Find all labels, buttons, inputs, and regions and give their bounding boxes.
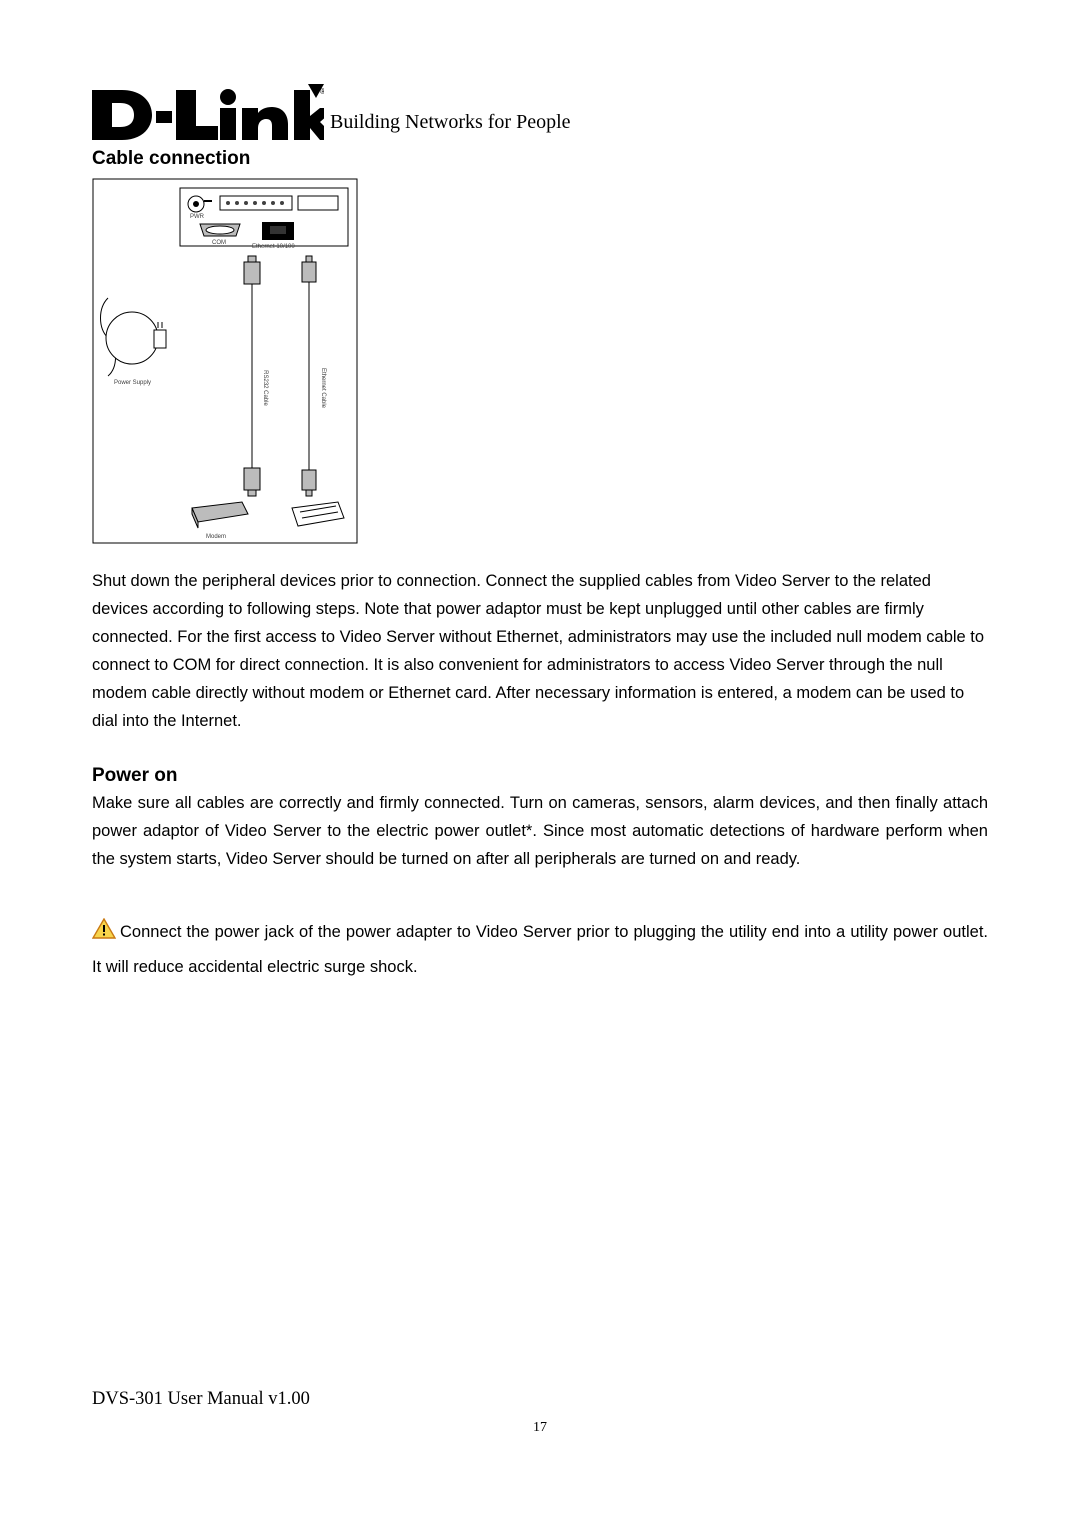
svg-text:RS232 Cable: RS232 Cable xyxy=(262,370,268,406)
svg-text:Modem: Modem xyxy=(206,534,226,540)
footer-left: DVS-301 User Manual v1.00 xyxy=(92,1389,310,1410)
warning-block: Connect the power jack of the power adap… xyxy=(92,915,988,985)
logo-tagline: Building Networks for People xyxy=(330,111,571,142)
svg-text:®: ® xyxy=(320,87,324,96)
svg-text:COM: COM xyxy=(212,240,226,246)
warning-icon xyxy=(92,918,116,940)
svg-text:Power Supply: Power Supply xyxy=(114,380,151,386)
cable-connection-paragraph: Shut down the peripheral devices prior t… xyxy=(92,567,988,735)
svg-text:Ethernet 10/100: Ethernet 10/100 xyxy=(252,244,295,250)
dlink-logo: ® xyxy=(92,84,324,142)
section-title-power-on: Power on xyxy=(92,765,988,787)
page-number: 17 xyxy=(533,1420,547,1436)
section-title-cable: Cable connection xyxy=(92,148,988,170)
header-row: ® Building Networks for People xyxy=(92,84,988,142)
cable-diagram: PWR COM Ethernet 10/100 RS232 Cable xyxy=(92,178,988,549)
svg-text:PWR: PWR xyxy=(190,214,205,220)
power-on-paragraph: Make sure all cables are correctly and f… xyxy=(92,789,988,873)
warning-text: Connect the power jack of the power adap… xyxy=(92,923,988,976)
svg-text:Ethernet Cable: Ethernet Cable xyxy=(320,368,326,409)
